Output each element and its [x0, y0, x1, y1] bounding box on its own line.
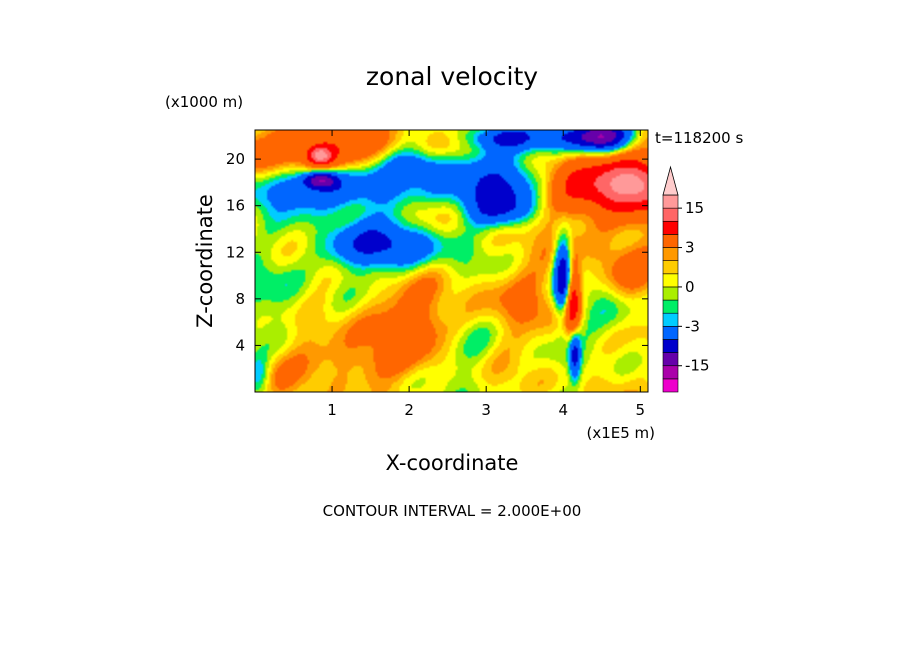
colorbar-box — [662, 247, 679, 261]
chart-title: zonal velocity — [366, 62, 538, 91]
colorbar-box — [662, 312, 679, 327]
colorbar-box — [662, 339, 679, 353]
colorbar-box — [662, 286, 679, 301]
y-tick-label: 12 — [226, 243, 245, 261]
y-tick-label: 4 — [235, 336, 245, 354]
x-tick-label: 3 — [481, 401, 491, 419]
x-tick-label: 5 — [636, 401, 646, 419]
colorbar-box — [662, 326, 679, 340]
colorbar-label: -15 — [685, 357, 710, 375]
y-tick-label: 16 — [226, 197, 245, 215]
x-unit-label: (x1E5 m) — [586, 424, 655, 442]
x-tick-label: 1 — [327, 401, 337, 419]
plot-frame — [254, 129, 649, 393]
y-axis-label: Z-coordinate — [193, 194, 217, 328]
colorbar-box — [662, 273, 679, 288]
colorbar-box — [662, 194, 679, 209]
colorbar-box — [662, 365, 679, 380]
colorbar-label: 15 — [685, 199, 704, 217]
contour-interval-label: CONTOUR INTERVAL = 2.000E+00 — [323, 502, 582, 520]
colorbar-label: -3 — [685, 317, 700, 335]
heatmap-field — [255, 130, 648, 392]
x-axis-label: X-coordinate — [386, 451, 519, 475]
time-label: t=118200 s — [655, 129, 743, 147]
colorbar-label: 0 — [685, 278, 695, 296]
y-unit-label: (x1000 m) — [165, 93, 243, 111]
colorbar-box — [662, 299, 679, 314]
colorbar-label: 3 — [685, 239, 695, 257]
colorbar-box — [662, 207, 679, 222]
y-axis-ticks: 4 8 12 16 20 — [226, 150, 648, 354]
colorbar: 15 3 0 -3 -15 — [662, 165, 710, 393]
colorbar-box — [662, 352, 679, 367]
y-tick-label: 20 — [226, 150, 245, 168]
x-axis-ticks: 1 2 3 4 5 — [327, 130, 645, 419]
colorbar-box — [662, 378, 679, 393]
colorbar-box — [662, 260, 679, 275]
x-tick-label: 2 — [404, 401, 414, 419]
colorbar-box — [662, 234, 679, 248]
y-tick-label: 8 — [235, 290, 245, 308]
x-tick-label: 4 — [558, 401, 568, 419]
colorbar-box — [662, 220, 679, 235]
colorbar-overflow-triangle — [662, 165, 679, 196]
